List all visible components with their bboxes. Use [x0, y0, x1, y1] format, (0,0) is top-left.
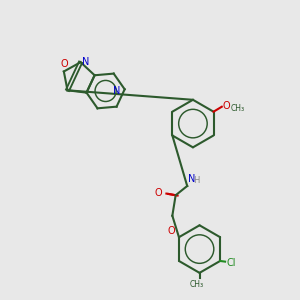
Text: O: O [222, 101, 230, 111]
Text: CH₃: CH₃ [190, 280, 204, 289]
Text: N: N [82, 57, 90, 67]
Text: O: O [60, 59, 68, 69]
Text: O: O [155, 188, 162, 198]
Text: N: N [188, 174, 195, 184]
Text: O: O [167, 226, 175, 236]
Text: CH₃: CH₃ [231, 104, 245, 113]
Text: N: N [113, 86, 121, 96]
Text: Cl: Cl [226, 258, 236, 268]
Text: H: H [193, 176, 199, 185]
